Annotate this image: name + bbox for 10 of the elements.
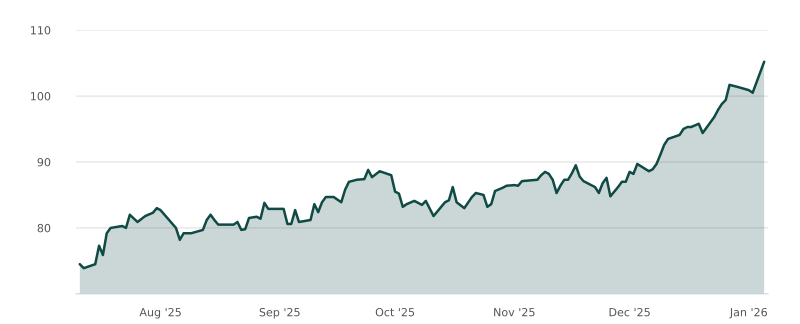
y-tick-label: 80 bbox=[38, 224, 50, 232]
x-tick-label: Nov '25 bbox=[494, 308, 534, 316]
x-tick-label: Dec '25 bbox=[610, 308, 650, 316]
y-tick-label: 90 bbox=[38, 158, 50, 166]
x-tick-label: Sep '25 bbox=[260, 308, 300, 319]
x-tick-label: Oct '25 bbox=[376, 308, 414, 316]
x-tick-label: Aug '25 bbox=[139, 308, 181, 319]
x-tick-label: Jan '26 bbox=[729, 308, 768, 318]
y-tick-label: 110 bbox=[31, 26, 50, 35]
y-tick-label: 100 bbox=[31, 92, 50, 100]
